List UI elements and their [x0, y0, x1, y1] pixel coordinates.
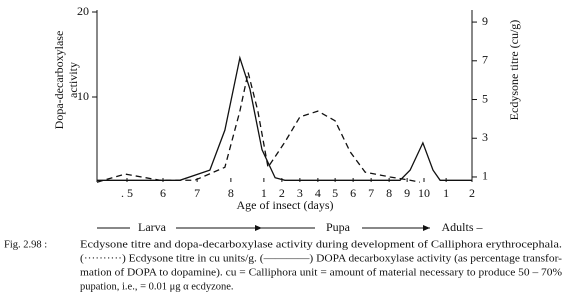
caption-line: mation of DOPA to dopamine). cu = Callip…	[80, 267, 562, 278]
y2-axis-label: Ecdysone titre (cu/g)	[507, 20, 521, 121]
caption-line: (··········) Ecdysone titre in cu units/…	[80, 253, 563, 264]
caption-line: Ecdysone titre and dopa-decarboxylase ac…	[80, 239, 562, 250]
y2-tick-label: 5	[482, 91, 488, 105]
x-axis-label: Age of insect (days)	[237, 198, 334, 212]
y-axis-label: Dopa-decarboxylase	[52, 31, 66, 130]
x-tick-label: 8	[228, 186, 234, 200]
x-tick-label: 8	[386, 186, 392, 200]
x-tick-label: 6	[160, 186, 166, 200]
x-tick-label: 10	[418, 186, 430, 200]
y2-tick-label: 1	[482, 169, 488, 183]
x-tick-label: 4	[315, 186, 321, 200]
y-tick-label: 10	[77, 89, 89, 103]
caption-line: pupation, i.e., = 0.01 μg α ecdyzone.	[80, 281, 234, 292]
x-tick-label: 7	[368, 186, 374, 200]
stage-label: Larva	[138, 220, 167, 234]
x-tick-label: 9	[404, 186, 410, 200]
y2-tick-label: 3	[482, 130, 488, 144]
x-tick-label: 6	[350, 186, 356, 200]
x-tick-label: 2	[469, 186, 475, 200]
x-tick-label: 7	[194, 186, 200, 200]
y-tick-label: 20	[77, 4, 89, 18]
caption-label: Fig. 2.98 :	[4, 239, 47, 250]
x-tick-label: . 5	[121, 186, 133, 200]
y-axis-label: activity	[66, 62, 80, 98]
x-tick-label: 2	[279, 186, 285, 200]
x-tick-label: 1	[261, 186, 267, 200]
y2-tick-label: 7	[482, 53, 488, 67]
series-line	[96, 72, 421, 183]
y2-tick-label: 9	[482, 14, 488, 28]
x-tick-label: 3	[297, 186, 303, 200]
x-tick-label: 5	[332, 186, 338, 200]
stage-label: Pupa	[326, 220, 351, 234]
stage-label: Adults –	[441, 220, 483, 234]
series-line	[97, 55, 472, 181]
x-tick-label: 1	[443, 186, 449, 200]
